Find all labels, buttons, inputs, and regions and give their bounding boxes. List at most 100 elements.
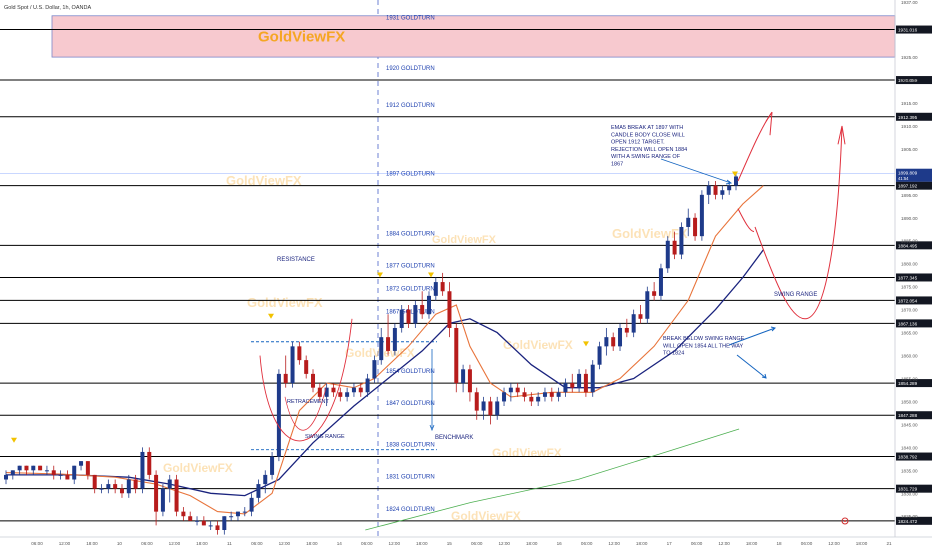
- candle: [693, 213, 698, 241]
- candle-body: [727, 185, 732, 191]
- candle: [133, 474, 138, 494]
- annotation-resistance: RESISTANCE: [277, 257, 315, 263]
- level-price-tag-text: 1877.345: [898, 275, 918, 280]
- candle: [686, 208, 691, 237]
- candle-body: [734, 176, 738, 186]
- candle: [658, 263, 663, 301]
- break-arrow-up: [728, 327, 776, 346]
- candle-body: [406, 309, 411, 324]
- candle: [31, 465, 36, 475]
- candle-body: [658, 268, 663, 296]
- candle-body: [331, 387, 336, 393]
- candle-body: [488, 401, 493, 416]
- candle-body: [379, 337, 384, 361]
- annotation-ema-break-line: CANDLE BODY CLOSE WILL: [611, 132, 685, 138]
- projection-swing: [754, 125, 843, 320]
- candle-body: [399, 309, 404, 328]
- candle: [481, 396, 486, 420]
- candle-body: [604, 337, 609, 347]
- level-price-tag-text: 1867.136: [898, 321, 918, 326]
- time-axis-label: 06:00: [801, 541, 813, 546]
- chart-title: Gold Spot / U.S. Dollar, 1h, OANDA: [4, 5, 91, 11]
- price-axis-label: 1925.00: [901, 55, 918, 60]
- level-price-tag-text: 1931.016: [898, 28, 918, 33]
- candle: [570, 373, 575, 393]
- level-price-tag: [896, 25, 932, 34]
- candle-body: [372, 360, 377, 379]
- time-axis-label: 18:00: [416, 541, 428, 546]
- alert-icon[interactable]: [841, 517, 849, 525]
- candle-body: [229, 516, 234, 518]
- annotation-ema-break-line: OPEN 1912 TARGET.: [611, 140, 665, 146]
- time-axis-label: 18:00: [86, 541, 98, 546]
- candle-body: [208, 525, 213, 527]
- candle-body: [679, 226, 684, 255]
- candle: [290, 341, 295, 388]
- candle: [488, 396, 493, 425]
- candle-body: [542, 392, 547, 397]
- candle-body: [324, 387, 329, 397]
- candle-body: [276, 373, 281, 457]
- candle: [631, 309, 636, 338]
- candle-body: [113, 484, 118, 489]
- candle-body: [495, 401, 500, 416]
- candle-body: [235, 511, 240, 517]
- price-axis-label: 1905.00: [901, 147, 918, 152]
- time-axis-label: 18:00: [196, 541, 208, 546]
- time-axis-label: 18:00: [636, 541, 648, 546]
- candle: [79, 461, 84, 471]
- time-axis-label: 17: [667, 541, 673, 546]
- zone-label: GoldViewFX: [258, 28, 345, 45]
- candle-body: [618, 327, 623, 347]
- level-label: 1920 GOLDTURN: [386, 66, 435, 72]
- price-axis-label: 1875.00: [901, 285, 918, 290]
- watermark: GoldViewFX: [226, 173, 302, 188]
- candle-body: [638, 314, 643, 319]
- time-axis-label: 18:00: [746, 541, 758, 546]
- candle-body: [24, 465, 29, 471]
- candle-body: [611, 337, 616, 347]
- candle: [508, 383, 513, 402]
- time-axis-label: 06:00: [251, 541, 263, 546]
- level-label: 1854 GOLDTURN: [386, 369, 435, 375]
- level-price-tag: [896, 296, 932, 305]
- candle: [181, 507, 186, 521]
- candle: [154, 470, 159, 526]
- candle-body: [126, 479, 131, 494]
- price-axis-label: 1915.00: [901, 101, 918, 106]
- signal-marker: [583, 341, 589, 347]
- annotation-break-below-line: WILL OPEN 1854 ALL THE WAY: [663, 343, 744, 349]
- candle: [72, 465, 77, 485]
- candle: [624, 318, 629, 338]
- candle-body: [311, 373, 316, 388]
- candle-body: [256, 484, 261, 498]
- break-arrow-down: [736, 354, 767, 379]
- candle: [208, 520, 213, 530]
- candle-body: [590, 364, 595, 393]
- level-price-tag: [896, 516, 932, 525]
- candle: [270, 451, 275, 480]
- candle-body: [345, 392, 350, 397]
- candle: [126, 474, 131, 498]
- price-axis-label: 1920.00: [901, 78, 918, 83]
- candle: [358, 383, 363, 397]
- candle: [249, 493, 254, 517]
- time-axis-label: 06:00: [691, 541, 703, 546]
- candle: [24, 465, 29, 475]
- candle: [413, 300, 418, 328]
- level-price-tag-text: 1824.472: [898, 519, 918, 524]
- candle-body: [474, 392, 479, 411]
- signal-marker: [428, 272, 434, 278]
- candle: [392, 323, 397, 356]
- watermark: GoldViewFX: [163, 461, 233, 475]
- candle-body: [529, 396, 534, 402]
- candle: [542, 387, 547, 402]
- level-label: 1912 GOLDTURN: [386, 103, 435, 109]
- level-price-tag: [896, 452, 932, 461]
- level-price-tag: [896, 379, 932, 388]
- candle-body: [467, 369, 472, 393]
- candle: [365, 373, 370, 397]
- arrowhead: [765, 111, 773, 136]
